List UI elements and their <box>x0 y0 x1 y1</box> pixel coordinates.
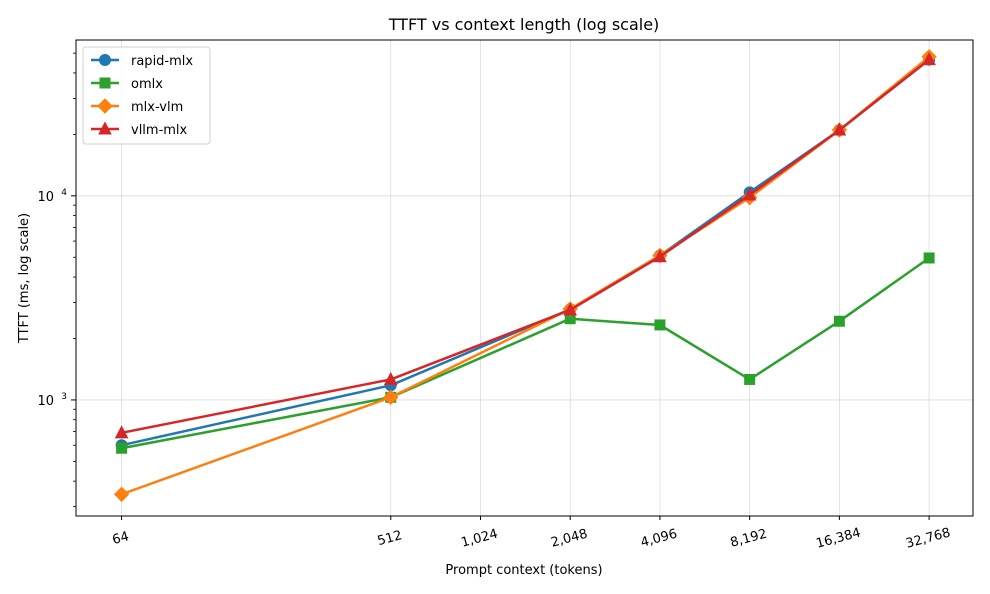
series-vllm-mlx <box>114 52 936 439</box>
data-point-vllm-mlx <box>922 52 936 66</box>
data-point-omlx <box>833 315 845 327</box>
data-point-omlx <box>744 373 756 385</box>
data-point-vllm-mlx <box>653 249 667 263</box>
data-point-vllm-mlx <box>742 187 757 201</box>
x-tick-label: 32,768 <box>904 525 952 551</box>
data-point-vllm-mlx <box>832 122 847 136</box>
y-tick-label: 10 <box>37 190 54 205</box>
data-point-vllm-mlx <box>563 302 578 316</box>
grid-layer <box>76 40 973 516</box>
x-tick-label: 2,048 <box>549 527 589 551</box>
series-line-omlx <box>121 256 930 450</box>
legend-label-mlx-vlm: mlx-vlm <box>131 100 183 115</box>
legend-label-rapid-mlx: rapid-mlx <box>131 54 193 69</box>
x-axis-ticks: 64 512 1,024 2,048 4,096 8,192 16,384 32,768 <box>111 516 952 552</box>
x-tick-label: 1,024 <box>460 527 500 551</box>
legend-marker-vllm-mlx <box>98 121 112 135</box>
y-axis-ticks: 10 3 10 4 <box>37 52 76 508</box>
legend-box <box>82 46 211 145</box>
series-rapid-mlx <box>115 53 936 452</box>
y-axis-label: TTFT (ms, log scale) <box>17 213 32 344</box>
legend-marker-rapid-mlx <box>99 54 111 66</box>
x-axis-label: Prompt context (tokens) <box>445 563 602 578</box>
chart-title: TTFT vs context length (log scale) <box>388 15 660 34</box>
legend-marker-omlx <box>99 77 111 89</box>
x-tick-label: 16,384 <box>815 525 863 551</box>
y-tick-label: 10 <box>37 394 54 409</box>
y-tick-label-exponent: 3 <box>61 392 67 402</box>
legend-marker-mlx-vlm <box>97 98 113 114</box>
series-layer <box>113 49 937 502</box>
data-point-vllm-mlx <box>114 425 129 439</box>
y-tick-label-exponent: 4 <box>61 188 67 198</box>
legend-label-omlx: omlx <box>131 77 163 92</box>
legend: rapid-mlx omlx mlx-vlm vllm-mlx <box>82 46 211 145</box>
series-line-mlx-vlm <box>121 55 930 496</box>
data-point-omlx <box>923 252 935 264</box>
series-mlx-vlm <box>113 49 937 502</box>
data-point-omlx <box>654 319 666 331</box>
series-omlx <box>116 252 935 454</box>
data-point-vllm-mlx <box>383 371 398 385</box>
x-tick-label: 512 <box>376 528 404 549</box>
plot-frame <box>75 39 974 517</box>
x-tick-label: 4,096 <box>639 527 679 551</box>
x-tick-label: 8,192 <box>729 527 769 551</box>
series-line-vllm-mlx <box>121 58 930 435</box>
data-point-omlx <box>116 442 128 454</box>
x-tick-label: 64 <box>111 529 131 548</box>
series-line-rapid-mlx <box>121 58 930 447</box>
data-point-mlx-vlm <box>383 389 399 406</box>
legend-label-vllm-mlx: vllm-mlx <box>131 123 188 138</box>
data-point-mlx-vlm <box>113 486 130 502</box>
